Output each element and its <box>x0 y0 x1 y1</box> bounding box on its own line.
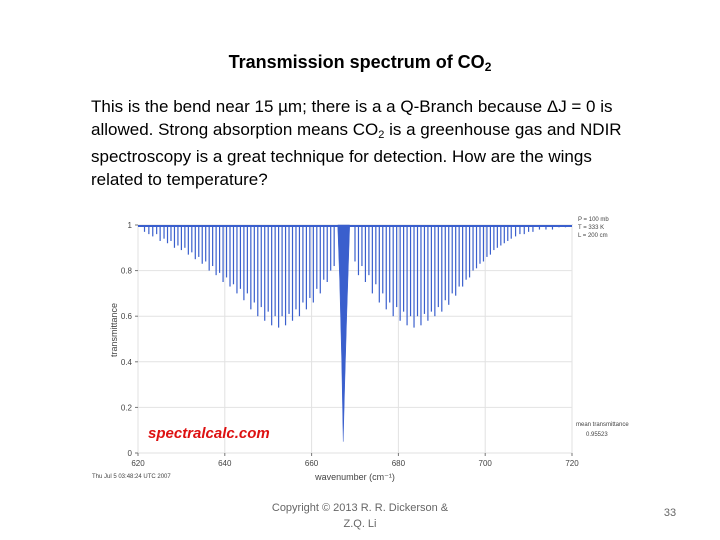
x-tick-label: 700 <box>479 459 493 468</box>
param-pressure: P = 100 mb <box>578 217 609 223</box>
co2-subscript: 2 <box>378 128 385 141</box>
watermark-text: spectralcalc.com <box>148 425 270 442</box>
mean-transmittance-label: mean transmittance <box>576 422 629 428</box>
delta-symbol: Δ <box>546 97 559 116</box>
x-tick-label: 640 <box>218 459 232 468</box>
x-tick-label: 680 <box>392 459 406 468</box>
param-length: L = 200 cm <box>578 233 608 239</box>
x-tick-label: 620 <box>131 459 145 468</box>
slide-body-text: This is the bend near 15 µm; there is a … <box>91 97 622 189</box>
parameter-box: P = 100 mb T = 333 K L = 200 cm <box>578 217 609 239</box>
timestamp-text: Thu Jul 5 03:48:24 UTC 2007 <box>92 474 171 480</box>
slide-title: Transmission spectrum of CO2 <box>228 52 492 74</box>
y-tick-label: 0.2 <box>121 403 133 412</box>
param-temperature: T = 333 K <box>578 225 604 231</box>
y-tick-label: 1 <box>128 221 133 230</box>
x-tick-label: 660 <box>305 459 319 468</box>
spectrum-figure: 0 0.2 0.4 0.6 0.8 1 620 640 660 680 700 720 spectr… <box>90 208 650 488</box>
title-subscript: 2 <box>484 60 492 74</box>
y-tick-label: 0 <box>128 449 133 458</box>
mu-symbol: µ <box>278 97 288 116</box>
y-tick-label: 0.8 <box>121 267 133 276</box>
x-tick-label: 720 <box>565 459 579 468</box>
transmission-chart: 0 0.2 0.4 0.6 0.8 1 620 640 660 680 700 720 spectr… <box>92 217 629 482</box>
copyright-footer: Copyright © 2013 R. R. Dickerson & Z.Q. … <box>255 500 465 532</box>
y-tick-label: 0.4 <box>121 358 133 367</box>
y-axis-label: transmittance <box>109 303 119 357</box>
footer-line-1: Copyright © 2013 R. R. Dickerson & <box>271 502 449 514</box>
footer-line-2: Z.Q. Li <box>343 518 377 530</box>
page-number: 33 <box>663 507 677 519</box>
y-tick-label: 0.6 <box>121 312 133 321</box>
x-axis-label: wavenumber (cm⁻¹) <box>314 472 395 482</box>
plot-area-frame <box>137 224 573 454</box>
mean-transmittance-value: 0.95523 <box>586 432 608 438</box>
q-branch-peak <box>337 224 350 442</box>
